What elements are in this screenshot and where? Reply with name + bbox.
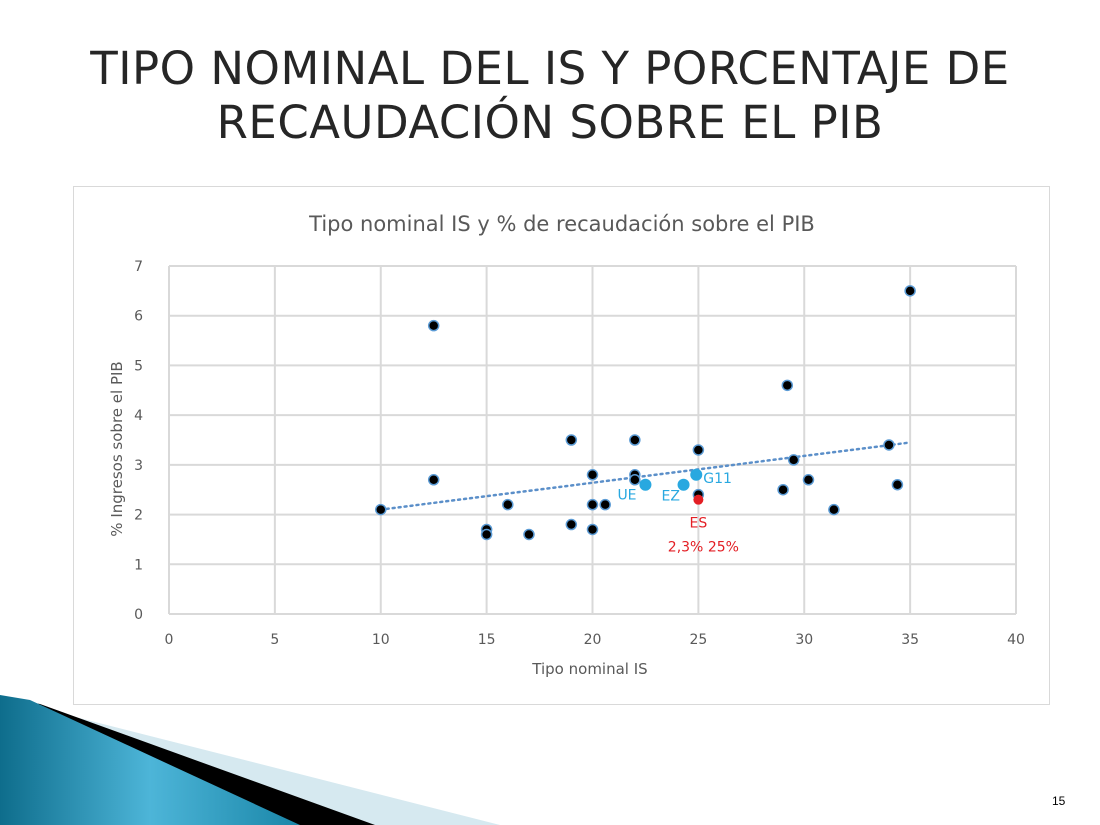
data-point	[802, 474, 815, 486]
trendline	[379, 441, 912, 511]
data-point	[787, 454, 800, 466]
chart-container: Tipo nominal IS y % de recaudación sobre…	[73, 186, 1050, 705]
highlight-label-g11: G11	[703, 471, 732, 487]
data-point	[904, 285, 916, 297]
spain-value-label: 2,3% 25%	[668, 540, 739, 556]
x-tick-label: 40	[1007, 632, 1025, 648]
data-point	[586, 469, 599, 481]
data-point	[427, 319, 440, 332]
y-tick-label: 7	[134, 259, 143, 275]
tick-labels: 0 5 10 15 20 25 30 35 40 0 1 2 3 4 5 6 7	[134, 259, 1025, 648]
data-point	[828, 503, 840, 516]
data-point	[777, 483, 789, 496]
chart-title: Tipo nominal IS y % de recaudación sobre…	[308, 212, 815, 236]
y-tick-label: 0	[134, 607, 143, 623]
x-tick-label: 5	[270, 632, 279, 648]
spain-point	[693, 494, 704, 505]
x-tick-label: 30	[795, 632, 813, 648]
highlight-point-ue	[639, 478, 652, 491]
page-number: 15	[1052, 794, 1066, 808]
highlight-point-ez	[677, 478, 690, 491]
data-point	[502, 498, 514, 511]
x-tick-label: 25	[689, 632, 707, 648]
highlight-label-ue: UE	[617, 488, 636, 504]
x-tick-label: 10	[372, 632, 390, 648]
slide-title-line-1: TIPO NOMINAL DEL IS Y PORCENTAJE DE	[90, 42, 1010, 95]
data-point	[692, 444, 705, 456]
data-point	[565, 518, 578, 531]
x-tick-label: 20	[584, 632, 602, 648]
data-point	[565, 434, 578, 446]
x-tick-label: 0	[165, 632, 174, 648]
data-point	[523, 528, 535, 541]
highlight-label-ez: EZ	[662, 489, 680, 505]
y-tick-label: 5	[134, 358, 143, 374]
data-point	[599, 498, 611, 511]
x-axis-label: Tipo nominal IS	[531, 660, 647, 678]
data-points: UE EZ G11 ES 2,3% 25%	[375, 285, 916, 556]
scatter-chart: Tipo nominal IS y % de recaudación sobre…	[108, 212, 1025, 678]
data-point	[427, 474, 440, 486]
data-point	[375, 503, 387, 516]
y-tick-label: 4	[134, 408, 143, 424]
y-tick-label: 2	[134, 508, 143, 524]
data-point	[629, 474, 641, 486]
y-tick-label: 1	[134, 557, 143, 573]
data-point	[629, 434, 641, 446]
highlight-point-g11	[690, 468, 703, 481]
data-point	[586, 523, 599, 536]
data-point	[480, 528, 493, 541]
y-tick-label: 3	[134, 458, 143, 474]
slide-title-line-2: RECAUDACIÓN SOBRE EL PIB	[216, 96, 884, 149]
data-point	[883, 439, 895, 451]
x-tick-label: 15	[478, 632, 496, 648]
data-point	[586, 498, 599, 511]
grid	[168, 265, 1017, 615]
data-point	[891, 478, 904, 491]
y-axis-label: % Ingresos sobre el PIB	[108, 361, 126, 536]
x-tick-label: 35	[901, 632, 919, 648]
y-tick-label: 6	[134, 309, 143, 325]
data-point	[781, 379, 794, 392]
spain-label: ES	[690, 516, 708, 532]
blue-swoosh	[0, 695, 300, 825]
slide-title: TIPO NOMINAL DEL IS Y PORCENTAJE DE RECA…	[0, 42, 1100, 150]
